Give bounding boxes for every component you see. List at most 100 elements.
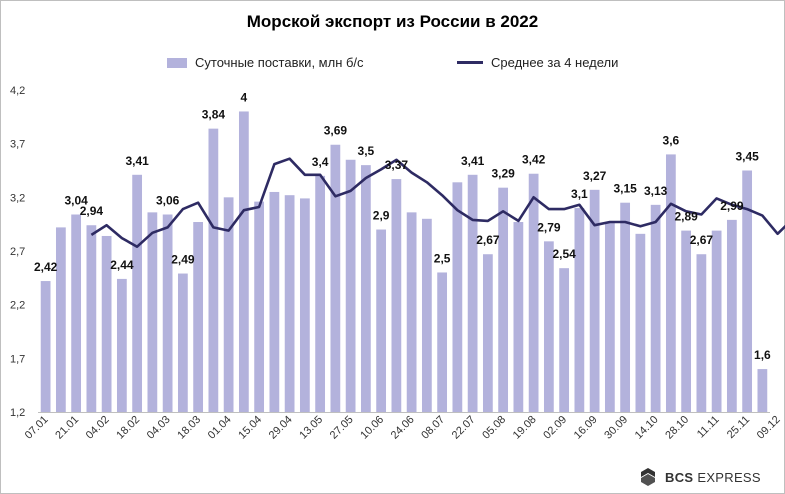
x-tick-label: 18.02 <box>114 414 142 442</box>
x-tick-label: 16.09 <box>572 414 600 442</box>
bar <box>574 208 585 412</box>
legend-line-swatch <box>457 61 483 64</box>
data-label: 3,45 <box>735 150 759 164</box>
bar <box>635 233 646 412</box>
bar <box>711 230 722 412</box>
legend-line-label: Среднее за 4 недели <box>491 55 619 70</box>
bar <box>452 182 463 412</box>
bar <box>406 212 417 412</box>
brand-name-bold: BCS <box>665 469 694 485</box>
bar <box>421 218 432 412</box>
y-tick-label: 4,2 <box>10 85 25 97</box>
x-tick-label: 19.08 <box>511 414 539 442</box>
data-label: 3,37 <box>385 158 409 172</box>
data-label: 2,49 <box>171 253 195 267</box>
x-tick-label: 07.01 <box>23 414 51 442</box>
data-label: 3,1 <box>571 187 588 201</box>
data-label: 2,54 <box>552 247 576 261</box>
bar <box>330 144 341 413</box>
bar <box>696 254 707 412</box>
data-label: 2,79 <box>537 220 561 234</box>
legend-item-bars: Суточные поставки, млн б/с <box>167 55 364 70</box>
data-label: 3,4 <box>312 155 329 169</box>
x-tick-label: 02.09 <box>541 414 569 442</box>
x-tick-label: 09.12 <box>755 414 783 442</box>
legend-item-line: Среднее за 4 недели <box>457 55 618 70</box>
bar <box>681 230 692 412</box>
bar <box>360 165 371 412</box>
x-tick-label: 28.10 <box>663 414 691 442</box>
bar <box>528 173 539 412</box>
data-label: 2,67 <box>476 233 500 247</box>
x-tick-label: 18.03 <box>175 414 203 442</box>
x-tick-label: 27.05 <box>328 414 356 442</box>
data-label: 3,5 <box>358 144 375 158</box>
y-tick-label: 2,2 <box>10 300 25 312</box>
bar <box>498 187 509 412</box>
data-label: 3,04 <box>64 194 88 208</box>
bar <box>147 212 158 412</box>
brand-name-rest: EXPRESS <box>697 469 761 485</box>
bar <box>620 202 631 412</box>
y-tick-label: 1,7 <box>10 353 25 365</box>
bar <box>543 241 554 412</box>
data-label: 2,5 <box>434 251 451 265</box>
x-tick-label: 11.11 <box>695 414 722 441</box>
x-tick-label: 04.03 <box>145 414 173 442</box>
data-label: 3,15 <box>613 182 637 196</box>
bar <box>345 159 356 412</box>
y-tick-label: 3,2 <box>10 192 25 204</box>
bar <box>604 222 615 412</box>
x-tick-label: 01.04 <box>206 414 234 442</box>
data-label: 3,41 <box>461 154 485 168</box>
bar <box>208 128 219 412</box>
x-tick-label: 25.11 <box>725 414 752 441</box>
bar <box>269 191 280 412</box>
x-tick-label: 15.04 <box>236 414 264 442</box>
data-label: 2,42 <box>34 260 58 274</box>
bar <box>482 254 493 412</box>
data-label: 2,9 <box>373 209 390 223</box>
bar <box>55 227 66 412</box>
bar <box>193 222 204 412</box>
bar <box>437 272 448 412</box>
bar <box>284 195 295 412</box>
data-label: 3,41 <box>125 154 149 168</box>
data-label: 3,13 <box>644 184 668 198</box>
bar <box>162 214 173 412</box>
data-label: 2,94 <box>80 204 104 218</box>
x-tick-label: 08.07 <box>419 414 447 442</box>
x-tick-label: 05.08 <box>480 414 508 442</box>
data-label: 2,89 <box>674 210 698 224</box>
bar <box>71 214 82 412</box>
bar <box>559 268 570 412</box>
bar <box>177 273 188 412</box>
data-label: 3,6 <box>663 133 680 147</box>
data-label: 3,84 <box>202 108 226 122</box>
bar <box>223 197 234 412</box>
bar <box>376 229 387 412</box>
data-label: 4 <box>241 90 248 104</box>
y-tick-label: 3,7 <box>10 139 25 151</box>
bar <box>116 278 127 412</box>
bar <box>726 219 737 412</box>
data-label: 2,99 <box>720 199 744 213</box>
bar <box>757 369 768 412</box>
x-tick-label: 30.09 <box>602 414 630 442</box>
brand-logo: BCS EXPRESS <box>637 466 761 488</box>
x-tick-label: 04.02 <box>84 414 112 442</box>
x-tick-label: 13.05 <box>297 414 325 442</box>
data-label: 3,69 <box>324 124 348 138</box>
data-label: 3,27 <box>583 169 607 183</box>
x-tick-label: 21.01 <box>53 414 81 442</box>
bar <box>299 198 310 412</box>
bar <box>315 175 326 412</box>
x-tick-label: 14.10 <box>633 414 661 442</box>
bar <box>665 154 676 412</box>
bar <box>86 225 97 412</box>
bar <box>238 111 249 412</box>
chart-title: Морской экспорт из России в 2022 <box>246 12 539 31</box>
legend-bar-label: Суточные поставки, млн б/с <box>195 55 364 70</box>
x-tick-label: 22.07 <box>450 414 478 442</box>
